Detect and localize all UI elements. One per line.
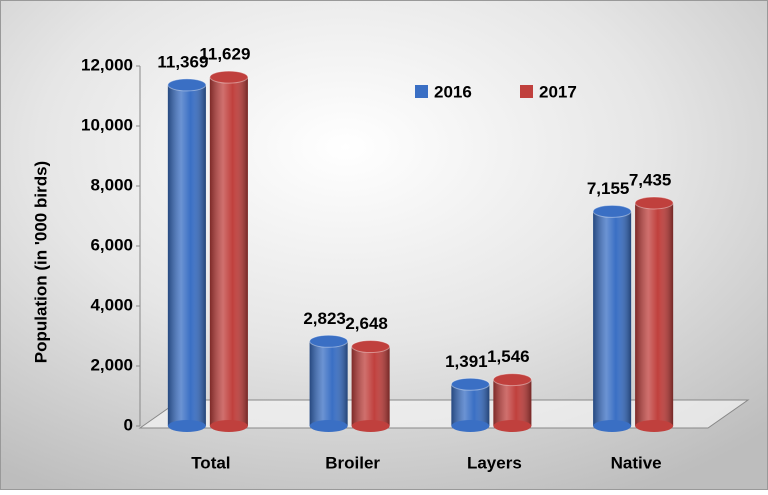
- bar-shade: [210, 77, 248, 426]
- bar-bottom: [352, 420, 390, 432]
- y-tick-label: 8,000: [90, 175, 133, 194]
- y-tick-label: 2,000: [90, 355, 133, 374]
- value-label: 7,435: [629, 170, 672, 189]
- x-tick-label: Broiler: [325, 453, 380, 472]
- bar-top: [168, 79, 206, 91]
- bar-shade: [635, 203, 673, 426]
- bar: [593, 205, 631, 432]
- x-tick-label: Native: [611, 453, 662, 472]
- bar-shade: [168, 85, 206, 426]
- bar-top: [593, 205, 631, 217]
- bar-top: [210, 71, 248, 83]
- value-label: 7,155: [587, 179, 630, 198]
- bar: [451, 378, 489, 432]
- value-label: 11,629: [199, 45, 250, 64]
- legend-label: 2016: [434, 82, 472, 101]
- bar: [635, 197, 673, 432]
- y-axis-label: Population (in '000 birds): [31, 161, 50, 363]
- bar-shade: [310, 341, 348, 426]
- bar: [493, 374, 531, 432]
- value-label: 2,648: [345, 314, 388, 333]
- bar: [310, 335, 348, 432]
- bar-shade: [493, 380, 531, 426]
- value-label: 1,391: [445, 352, 488, 371]
- bar-bottom: [451, 420, 489, 432]
- y-tick-label: 0: [124, 415, 133, 434]
- bar-bottom: [593, 420, 631, 432]
- value-label: 2,823: [303, 309, 346, 328]
- bar-top: [635, 197, 673, 209]
- legend-swatch: [415, 85, 428, 98]
- bar-bottom: [493, 420, 531, 432]
- bar-bottom: [310, 420, 348, 432]
- bar-shade: [593, 211, 631, 426]
- value-label: 1,546: [487, 347, 530, 366]
- bar-shade: [352, 347, 390, 426]
- legend-label: 2017: [539, 82, 577, 101]
- y-tick-label: 6,000: [90, 235, 133, 254]
- y-tick-label: 12,000: [81, 55, 133, 74]
- y-tick-label: 10,000: [81, 115, 133, 134]
- x-tick-label: Total: [191, 453, 230, 472]
- x-tick-label: Layers: [467, 453, 522, 472]
- bar-top: [451, 378, 489, 390]
- bar-top: [493, 374, 531, 386]
- bar-top: [310, 335, 348, 347]
- chart: Population (in '000 birds) 0 2,000 4,000 6,…: [0, 0, 768, 490]
- bar: [168, 79, 206, 432]
- legend-swatch: [520, 85, 533, 98]
- bar-bottom: [168, 420, 206, 432]
- y-tick-label: 4,000: [90, 295, 133, 314]
- bar: [210, 71, 248, 432]
- bar-bottom: [210, 420, 248, 432]
- bar-bottom: [635, 420, 673, 432]
- bar: [352, 341, 390, 432]
- bar-top: [352, 341, 390, 353]
